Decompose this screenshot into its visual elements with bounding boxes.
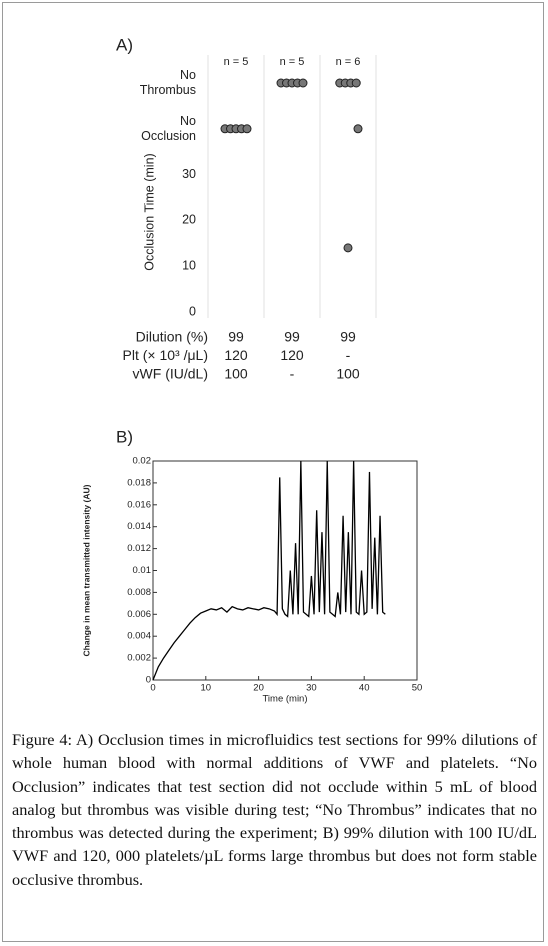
y-tick-label: 0.01 — [133, 565, 152, 576]
y-tick-label: 0 — [146, 675, 151, 686]
row-value: - — [290, 366, 295, 382]
caption: Figure 4: A) Occlusion times in microflu… — [12, 730, 537, 889]
x-tick-label: 0 — [150, 683, 155, 694]
y-tick-label: 0.002 — [127, 653, 151, 664]
y-tick-label: 0.018 — [127, 477, 151, 488]
data-point — [343, 243, 353, 253]
row-value: - — [346, 347, 351, 363]
x-axis-label: Time (min) — [262, 694, 307, 705]
y-tick-label: 0.008 — [127, 587, 151, 598]
y-tick-label: 20 — [182, 213, 196, 227]
y-tick-label: No Thrombus — [139, 68, 196, 97]
group-count: n = 5 — [224, 56, 249, 68]
panel-label: A) — [116, 35, 133, 54]
row-value: 99 — [340, 329, 356, 345]
y-axis-label: Change in mean transmitted intensity (AU… — [81, 484, 91, 656]
group-count: n = 6 — [336, 56, 361, 68]
y-tick-label: 0 — [189, 304, 196, 318]
y-tick-label: 10 — [182, 258, 196, 272]
row-value: 120 — [224, 347, 248, 363]
row-label: Plt (× 10³ /μL) — [123, 347, 208, 363]
row-label: Dilution (%) — [136, 329, 208, 345]
row-value: 100 — [336, 366, 360, 382]
y-tick-label: 30 — [182, 167, 196, 181]
y-tick-label: 0.006 — [127, 609, 151, 620]
x-tick-label: 50 — [412, 683, 423, 694]
panel-label: B) — [116, 427, 133, 446]
x-tick-label: 40 — [359, 683, 370, 694]
data-point — [351, 78, 361, 88]
row-value: 120 — [280, 347, 304, 363]
data-point — [242, 124, 252, 134]
x-tick-label: 30 — [306, 683, 317, 694]
y-axis-label: Occlusion Time (min) — [142, 153, 156, 270]
y-tick-label: 0.014 — [127, 521, 151, 532]
y-tick-label: 0.02 — [133, 456, 152, 467]
data-point — [353, 124, 363, 134]
y-tick-label: 0.012 — [127, 543, 151, 554]
y-tick-label: 0.016 — [127, 499, 151, 510]
data-point — [298, 78, 308, 88]
x-tick-label: 10 — [201, 683, 212, 694]
plot-frame — [152, 460, 418, 681]
row-label: vWF (IU/dL) — [133, 366, 208, 382]
row-value: 99 — [228, 329, 244, 345]
group-count: n = 5 — [280, 56, 305, 68]
y-tick-label: No Occlusion — [141, 113, 196, 143]
x-tick-label: 20 — [253, 683, 264, 694]
row-value: 99 — [284, 329, 300, 345]
row-value: 100 — [224, 366, 248, 382]
y-tick-label: 0.004 — [127, 631, 151, 642]
trace-line — [152, 460, 386, 681]
